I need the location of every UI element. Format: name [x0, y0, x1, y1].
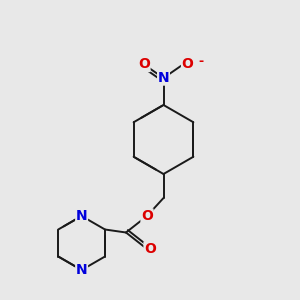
Text: O: O: [144, 242, 156, 256]
Text: O: O: [182, 58, 194, 71]
Text: -: -: [199, 55, 204, 68]
Text: N: N: [76, 263, 87, 277]
Text: O: O: [138, 58, 150, 71]
Text: N: N: [76, 209, 87, 223]
Text: N: N: [158, 71, 169, 85]
Text: O: O: [141, 209, 153, 223]
